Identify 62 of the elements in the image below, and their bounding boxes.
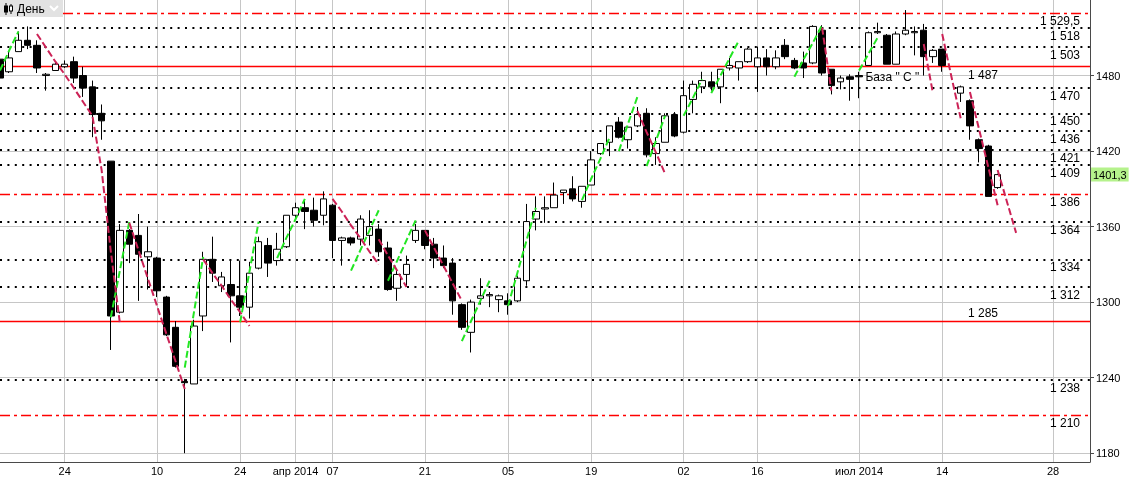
- candlestick: [763, 48, 770, 77]
- x-tick-label: 21: [418, 464, 432, 477]
- candlestick: [837, 75, 844, 90]
- candlestick: [320, 190, 327, 226]
- ref-line-label: 1 312: [1049, 288, 1081, 303]
- x-tick-label: 07: [326, 464, 339, 477]
- candlestick: [800, 51, 807, 79]
- x-tick-label: апр 2014: [272, 464, 319, 477]
- y-tick-label: 1420: [1096, 145, 1121, 158]
- x-tick-label: 16: [751, 464, 764, 477]
- x-tick-label: 10: [150, 464, 164, 477]
- candlestick: [726, 57, 733, 71]
- x-tick-label: июл 2014: [835, 464, 884, 477]
- candlestick: [172, 320, 179, 369]
- ref-line-label: 1 470: [1049, 89, 1081, 104]
- candlestick: [61, 59, 68, 69]
- x-tick-label: 28: [1046, 464, 1060, 477]
- ref-line-label: 1 503: [1049, 47, 1081, 62]
- ref-line-label: 1 386: [1049, 194, 1081, 209]
- ref-line-label: 1 421: [1049, 150, 1081, 165]
- candlestick: [52, 61, 59, 71]
- candlestick: [292, 202, 299, 220]
- x-tick-label: 24: [58, 464, 71, 477]
- x-tick-label: 24: [234, 464, 247, 477]
- candlestick: [440, 244, 447, 269]
- ref-line-label: 1 529,5: [1039, 14, 1081, 29]
- y-tick-label: 1360: [1096, 220, 1121, 233]
- annotation: База " C ": [865, 70, 920, 85]
- ref-line-label: 1 450: [1049, 114, 1081, 129]
- ref-line-label: 1 436: [1049, 131, 1081, 146]
- ref-line-label: 1 238: [1049, 381, 1081, 396]
- candlestick: [874, 22, 881, 35]
- x-tick-label: 14: [936, 464, 949, 477]
- candlestick: [911, 25, 918, 56]
- candlestick: [412, 223, 419, 244]
- candlestick: [190, 319, 198, 385]
- ref-line-label: 1 364: [1049, 222, 1081, 237]
- ref-line-label: 1 334: [1049, 260, 1081, 275]
- ref-line-label: 1 285: [967, 306, 999, 321]
- y-tick-label: 1180: [1096, 447, 1120, 460]
- x-tick-label: 02: [677, 464, 690, 477]
- ref-line-label: 1 409: [1049, 165, 1081, 180]
- chart-title: День: [17, 1, 45, 16]
- candlestick: [495, 294, 503, 313]
- candlestick: [163, 295, 170, 337]
- y-tick-label: 1240: [1096, 371, 1121, 384]
- annotation: 1401,3: [1093, 168, 1127, 181]
- candlestick: [486, 291, 493, 308]
- candlestick: [791, 57, 798, 70]
- candlestick: [569, 175, 576, 202]
- x-tick-label: 05: [501, 464, 515, 477]
- y-tick-label: 1480: [1096, 69, 1121, 82]
- ref-line-label: 1 487: [967, 67, 999, 82]
- ref-line-label: 1 518: [1049, 28, 1081, 43]
- candlestick: [994, 173, 1001, 190]
- candlestick: [781, 38, 789, 60]
- candlestick: [560, 189, 567, 205]
- candlestick: [772, 49, 780, 70]
- candlestick: [153, 256, 161, 298]
- x-tick-label: 19: [585, 464, 598, 477]
- ref-line-label: 1 210: [1049, 416, 1081, 431]
- y-tick-label: 1300: [1096, 296, 1121, 309]
